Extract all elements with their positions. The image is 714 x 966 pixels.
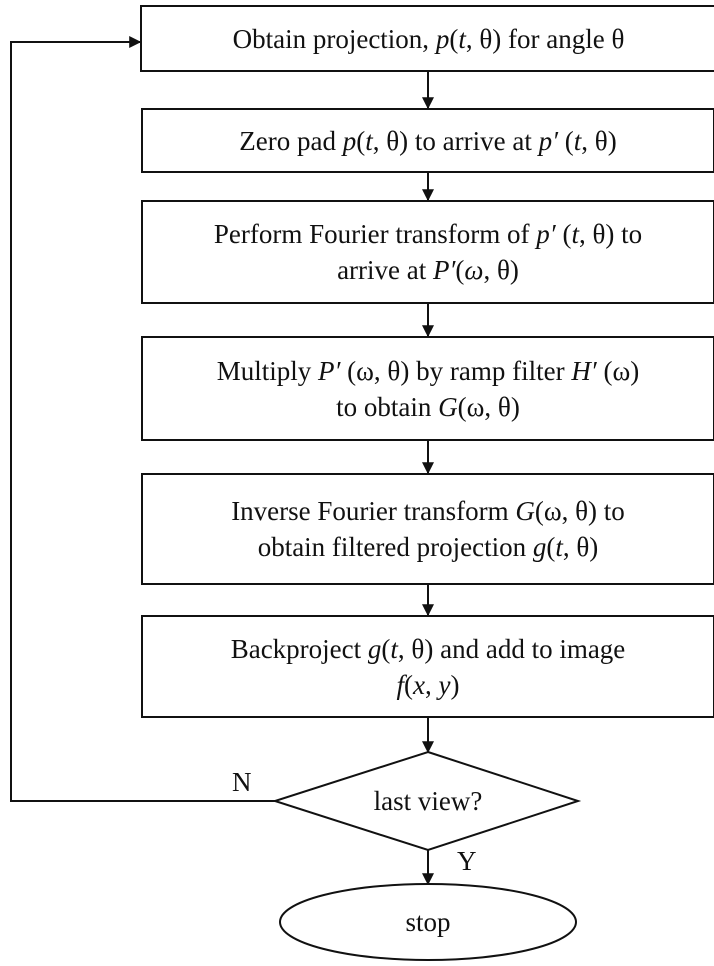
- math-symbol: x: [413, 669, 425, 700]
- text-run: ,: [425, 669, 439, 700]
- math-symbol: p: [435, 23, 450, 54]
- math-symbol: t: [365, 125, 373, 156]
- step-multiply-ramp-filter: Multiply P′ (ω, θ) by ramp filter H′ (ω)…: [141, 336, 714, 441]
- stop-terminal: [279, 883, 577, 961]
- math-symbol: y: [438, 669, 451, 700]
- text-run: (: [546, 532, 556, 562]
- math-symbol: p′: [536, 219, 556, 249]
- text-run: (: [558, 125, 574, 156]
- math-symbol: H′: [571, 355, 597, 386]
- text-run: arrive at: [337, 255, 433, 285]
- math-symbol: G: [515, 496, 535, 526]
- no-edge-label: N: [232, 767, 252, 797]
- math-symbol: f: [396, 669, 405, 700]
- math-symbol: p: [342, 125, 357, 156]
- text-run: Obtain projection,: [232, 23, 436, 54]
- text-run: Inverse Fourier transform: [231, 496, 516, 526]
- text-run: , θ): [562, 532, 599, 562]
- math-symbol: t: [555, 532, 563, 562]
- math-symbol: P′: [433, 255, 456, 285]
- step-fourier-transform: Perform Fourier transform of p′ (t, θ) t…: [141, 200, 714, 304]
- text-run: (ω, θ): [457, 391, 520, 422]
- step-backproject: Backproject g(t, θ) and add to image f(x,…: [141, 615, 714, 718]
- inverse-text-line: Inverse Fourier transform G(ω, θ) to: [231, 493, 625, 529]
- text-run: to obtain: [336, 391, 439, 422]
- math-symbol: g: [532, 532, 547, 562]
- text-run: (: [356, 125, 366, 156]
- loop-back-connector: [10, 36, 275, 802]
- text-run: , θ) to arrive at: [372, 125, 539, 156]
- math-symbol: t: [390, 633, 398, 664]
- text-run: obtain filtered projection: [257, 532, 533, 562]
- fourier-text-line: arrive at P′(ω, θ): [337, 252, 519, 288]
- step-obtain-projection: Obtain projection, p(t, θ) for angle θ: [140, 5, 714, 72]
- backproject-text-line: Backproject g(t, θ) and add to image: [231, 631, 626, 667]
- text-run: Zero pad: [239, 125, 343, 156]
- text-run: , θ) for angle θ: [465, 23, 625, 54]
- backproject-text-line: f(x, y): [397, 667, 460, 703]
- math-symbol: t: [458, 23, 466, 54]
- math-symbol: G: [438, 391, 458, 422]
- zero-pad-text-line: Zero pad p(t, θ) to arrive at p′ (t, θ): [239, 123, 616, 159]
- text-run: (ω): [596, 355, 640, 386]
- text-run: (ω, θ) by ramp filter: [340, 355, 572, 386]
- yes-edge-label: Y: [457, 846, 477, 876]
- text-run: Perform Fourier transform of: [213, 219, 537, 249]
- text-run: (: [404, 669, 414, 700]
- obtain-text-line: Obtain projection, p(t, θ) for angle θ: [233, 21, 625, 57]
- text-run: , θ) to: [578, 219, 643, 249]
- step-inverse-fourier: Inverse Fourier transform G(ω, θ) to obta…: [141, 473, 714, 585]
- text-run: (ω, θ) to: [534, 496, 625, 526]
- multiply-text-line: to obtain G(ω, θ): [336, 389, 520, 425]
- math-symbol: ω: [464, 255, 484, 285]
- math-symbol: t: [573, 125, 582, 156]
- multiply-text-line: Multiply P′ (ω, θ) by ramp filter H′ (ω): [217, 353, 639, 389]
- stop-label: stop: [405, 907, 451, 937]
- fourier-text-line: Perform Fourier transform of p′ (t, θ) t…: [214, 216, 642, 252]
- text-run: (: [555, 219, 572, 249]
- text-run: Backproject: [230, 633, 368, 664]
- text-run: (: [381, 633, 391, 664]
- inverse-text-line: obtain filtered projection g(t, θ): [258, 529, 599, 565]
- text-run: , θ): [483, 255, 519, 285]
- math-symbol: g: [367, 633, 382, 664]
- text-run: (: [455, 255, 465, 285]
- text-run: ): [450, 669, 460, 700]
- math-symbol: p′: [538, 125, 559, 156]
- text-run: , θ): [581, 125, 617, 156]
- text-run: , θ) and add to image: [397, 633, 626, 664]
- text-run: (: [449, 23, 459, 54]
- decision-label: last view?: [373, 786, 483, 816]
- text-run: Multiply: [216, 355, 319, 386]
- math-symbol: t: [571, 219, 579, 249]
- step-zero-pad: Zero pad p(t, θ) to arrive at p′ (t, θ): [141, 108, 714, 173]
- math-symbol: P′: [318, 355, 341, 386]
